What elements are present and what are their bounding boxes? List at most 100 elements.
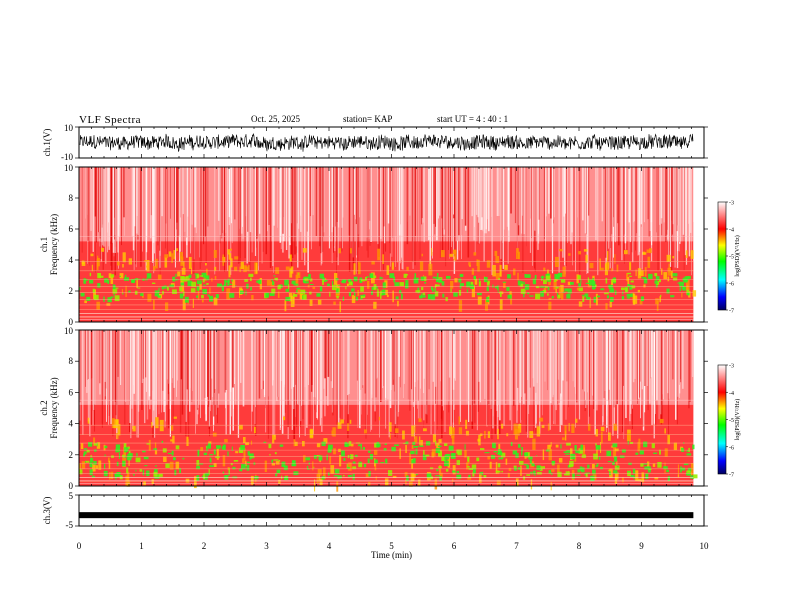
- ch1-spectrogram-green-patch: [304, 276, 309, 281]
- ch1-spectrogram-streak: [412, 167, 414, 269]
- ch1-spectrogram-streak: [296, 167, 298, 224]
- ch2-spectrogram-streak: [524, 330, 526, 394]
- ch2-spectrogram-streak: [471, 330, 474, 429]
- y-tick-label: 10: [64, 123, 74, 133]
- ch1-spectrogram-streak: [249, 167, 252, 233]
- ch1-spectrogram-yellow-patch: [656, 301, 659, 312]
- ch2-spectrogram-green-patch: [581, 467, 585, 473]
- y-tick-label: 2: [69, 286, 74, 296]
- ch1-spectrogram-streak: [359, 167, 360, 218]
- ch1-spectrogram-streak: [538, 167, 540, 220]
- ch2-spectrogram-green-patch: [171, 450, 174, 456]
- ch1-spectrogram-green-patch: [324, 280, 328, 282]
- ch2-spectrogram-yellow-patch: [550, 442, 552, 447]
- ch2-spectrogram-green-patch: [124, 456, 126, 458]
- ch2-spectrogram-yellow-patch: [600, 442, 602, 453]
- ch1-spectrogram-streak: [179, 167, 182, 252]
- ch1-spectrogram-streak: [134, 167, 136, 227]
- ch2-spectrogram-streak: [231, 330, 232, 417]
- ch2-spectrogram-streak: [492, 330, 494, 429]
- ch2-spectrogram-streak: [267, 330, 269, 439]
- ch2-spectrogram-streak: [185, 330, 187, 437]
- ch2-spectrogram-green-patch: [592, 469, 596, 475]
- ch2-spectrogram-yellow-patch: [411, 444, 414, 449]
- ch2-spectrogram-green-patch: [287, 476, 289, 480]
- ch2-spectrogram-green-patch: [341, 450, 345, 457]
- ch1-spectrogram-yellow-patch: [232, 279, 236, 288]
- ch2-spectrogram-streak: [389, 330, 392, 409]
- ch1-spectrogram-yellow-patch: [406, 266, 409, 271]
- ch1-spectrogram-yellow-patch: [441, 250, 445, 258]
- ch1-spectrogram-streak: [254, 167, 257, 256]
- ch1-spectrogram-yellow-patch: [494, 250, 498, 256]
- ch1-spectrogram-green-patch: [231, 278, 233, 282]
- ch2-spectrogram-streak: [321, 330, 323, 418]
- ch1-spectrogram-green-patch: [196, 285, 200, 291]
- ch1-spectrogram-streak: [273, 167, 275, 226]
- ch1-spectrogram-green-patch: [303, 294, 307, 300]
- ch2-spectrogram-streak: [314, 330, 315, 410]
- ch1-spectrogram-yellow-patch: [136, 278, 138, 288]
- ch2-spectrogram-streak: [79, 330, 81, 403]
- ch2-spectrogram-streak: [413, 330, 414, 402]
- ch2-spectrogram-yellow-patch: [489, 461, 492, 469]
- ch1-spectrogram-yellow-patch: [205, 263, 207, 266]
- ch1-spectrogram-streak: [108, 167, 109, 223]
- ch2-spectrogram-green-patch: [587, 464, 590, 469]
- ch2-spectrogram-green-patch: [204, 472, 209, 476]
- ch2-spectrogram-green-patch: [118, 453, 120, 459]
- ch2-spectrogram-streak: [376, 330, 378, 378]
- ch2-spectrogram-yellow-patch: [319, 478, 323, 486]
- ch2-spectrogram-streak: [161, 330, 162, 413]
- ch2-spectrogram-green-patch: [146, 443, 150, 445]
- ch2-spectrogram-green-patch: [683, 463, 689, 466]
- ch2-spectrogram-green-patch: [648, 468, 652, 470]
- ch1-spectrogram-streak: [516, 167, 518, 259]
- ch2-spectrogram-streak: [327, 330, 330, 377]
- ch1-spectrogram-streak: [237, 167, 240, 264]
- ch2-spectrogram-streak: [466, 330, 468, 404]
- ch2-spectrogram-green-patch: [600, 466, 603, 470]
- ch1-spectrogram-green-patch: [605, 277, 608, 284]
- ch2-spectrogram-streak: [164, 330, 166, 428]
- ch2-spectrogram-green-patch: [445, 468, 449, 472]
- ch2-spectrogram-yellow-patch: [250, 440, 253, 445]
- ch2-spectrogram-streak: [651, 330, 653, 426]
- ch1-spectrogram-green-patch: [414, 273, 416, 278]
- ch2-spectrogram-green-patch: [517, 467, 521, 470]
- ch2-spectrogram-yellow-patch: [614, 476, 618, 484]
- ch2-spectrogram-green-patch: [313, 466, 315, 468]
- ch1-spectrogram-streak: [453, 167, 454, 215]
- ch1-spectrogram-yellow-patch: [672, 256, 675, 259]
- ch1-spectrogram-streak: [159, 167, 161, 251]
- ch2-spectrogram-streak: [284, 330, 286, 413]
- ch1-spectrogram-green-patch: [497, 291, 500, 293]
- ch2-spectrogram-streak: [277, 330, 279, 401]
- ch1-spectrogram-streak: [336, 167, 338, 222]
- ch2-spectrogram-yellow-patch: [108, 457, 110, 463]
- ch2-spectrogram-green-patch: [667, 476, 670, 482]
- ch1-spectrogram-streak: [174, 167, 176, 268]
- ch1-spectrogram-green-patch: [180, 282, 185, 286]
- ch1-spectrogram-yellow-patch: [206, 268, 208, 278]
- ch1-spectrogram-streak: [441, 167, 444, 253]
- ch2-spectrogram-green-patch: [438, 451, 442, 458]
- ch2-spectrogram-streak: [443, 330, 444, 411]
- ch2-spectrogram-green-patch: [580, 444, 583, 451]
- ch2-spectrogram-streak: [91, 330, 93, 379]
- ch2-spectrogram-green-patch: [545, 449, 550, 452]
- ch1-spectrogram-streak: [336, 167, 338, 258]
- ch2-spectrogram-green-patch: [367, 458, 370, 463]
- ch1-spectrogram-streak: [219, 167, 221, 244]
- ch1-spectrogram-green-patch: [626, 297, 631, 299]
- ch1-spectrogram-streak: [227, 167, 228, 271]
- ch1-spectrogram-yellow-patch: [629, 262, 632, 270]
- ch1-spectrogram-green-patch: [439, 278, 442, 283]
- ch2-spectrogram-streak: [542, 330, 543, 416]
- ch2-spectrogram-yellow-patch: [404, 472, 408, 477]
- ch2-spectrogram-green-patch: [406, 475, 409, 481]
- ch2-spectrogram-streak: [268, 330, 269, 397]
- ch2-spectrogram-streak: [371, 330, 373, 395]
- ch2-spectrogram-green-patch: [128, 451, 131, 455]
- ch1-spectrogram-streak: [639, 167, 641, 276]
